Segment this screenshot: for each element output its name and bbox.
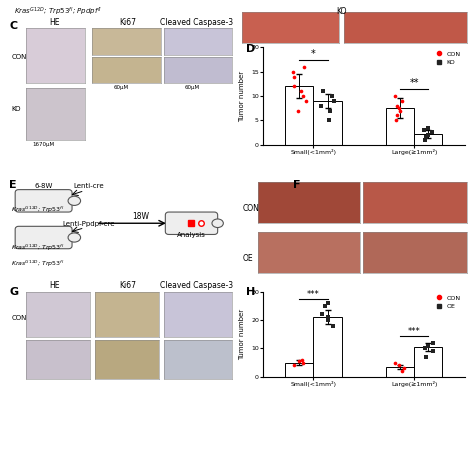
Text: 18W: 18W: [132, 212, 149, 221]
Ellipse shape: [68, 233, 81, 242]
Point: [324, 299, 331, 307]
Text: KO: KO: [336, 7, 346, 16]
FancyBboxPatch shape: [15, 226, 72, 249]
Point: [400, 365, 408, 372]
Text: Lenti-Ppdpf-cre: Lenti-Ppdpf-cre: [63, 221, 115, 228]
Point: [328, 92, 336, 100]
Text: H: H: [246, 287, 255, 297]
Point: [395, 362, 402, 369]
Text: KO: KO: [12, 106, 21, 112]
Text: ***: ***: [408, 327, 420, 336]
Point: [291, 73, 298, 81]
Point: [392, 117, 400, 124]
Point: [299, 359, 307, 366]
Text: Ki67: Ki67: [119, 18, 137, 27]
Text: G: G: [9, 287, 18, 297]
Y-axis label: Tumor number: Tumor number: [239, 71, 246, 121]
Point: [301, 63, 308, 71]
Point: [319, 87, 327, 95]
Point: [428, 128, 436, 136]
Point: [289, 68, 297, 75]
Point: [295, 357, 302, 365]
Ellipse shape: [212, 219, 223, 228]
Point: [317, 102, 325, 109]
Text: OE: OE: [243, 254, 253, 263]
Text: Cleaved Caspase-3: Cleaved Caspase-3: [160, 18, 233, 27]
Text: 60μM: 60μM: [113, 85, 128, 90]
Text: $Kras^{G12D}$; $Trp53^{fl}$: $Kras^{G12D}$; $Trp53^{fl}$: [10, 242, 64, 253]
Text: F: F: [293, 180, 301, 190]
Text: $Kras^{G12D}$; $Trp53^{fl}$: $Kras^{G12D}$; $Trp53^{fl}$: [10, 205, 64, 215]
Bar: [313, 101, 342, 145]
Bar: [313, 317, 342, 377]
Text: Ki67: Ki67: [119, 281, 137, 290]
Bar: [414, 347, 442, 377]
Point: [391, 92, 399, 100]
Text: C: C: [9, 21, 18, 31]
Point: [395, 104, 403, 112]
Text: $Kras^{G12D}$; $Trp53^{fl}$; $Ppdpf^{fl}$: $Kras^{G12D}$; $Trp53^{fl}$; $Ppdpf^{fl}…: [14, 6, 102, 18]
Text: 6-8W: 6-8W: [35, 182, 53, 189]
Ellipse shape: [68, 196, 81, 205]
Bar: [386, 367, 414, 377]
Point: [324, 313, 331, 321]
Text: 60μM: 60μM: [184, 85, 200, 90]
Point: [302, 97, 310, 105]
Point: [425, 124, 432, 131]
Point: [393, 102, 401, 109]
Legend: CON, KO: CON, KO: [432, 51, 461, 66]
Point: [329, 322, 337, 329]
Point: [297, 87, 304, 95]
Legend: CON, OE: CON, OE: [432, 295, 461, 310]
Point: [429, 339, 437, 346]
Point: [321, 302, 328, 310]
Text: CON: CON: [243, 204, 260, 213]
Point: [291, 362, 298, 369]
Text: Analysis: Analysis: [177, 231, 206, 237]
Point: [424, 342, 431, 349]
Point: [429, 347, 437, 355]
Text: E: E: [9, 180, 17, 190]
Bar: [414, 134, 442, 145]
Point: [319, 310, 326, 318]
Text: CON: CON: [12, 54, 27, 60]
Bar: [285, 86, 313, 145]
Point: [319, 87, 327, 95]
Text: 1670μM: 1670μM: [33, 142, 55, 146]
FancyBboxPatch shape: [165, 212, 218, 235]
Point: [393, 112, 401, 119]
Point: [421, 345, 428, 352]
Point: [299, 92, 306, 100]
Text: Lenti-cre: Lenti-cre: [74, 182, 104, 189]
Point: [294, 107, 301, 114]
Point: [424, 131, 431, 139]
Point: [298, 356, 306, 364]
Point: [397, 107, 404, 114]
Bar: [386, 108, 414, 145]
Bar: [285, 363, 313, 377]
Text: ***: ***: [307, 290, 320, 299]
Point: [399, 367, 406, 375]
Text: D: D: [246, 44, 255, 54]
Text: HE: HE: [49, 18, 60, 27]
Point: [421, 136, 429, 144]
Point: [422, 353, 429, 361]
Point: [423, 134, 430, 141]
Text: Cleaved Caspase-3: Cleaved Caspase-3: [160, 281, 233, 290]
Point: [330, 97, 338, 105]
Point: [291, 82, 298, 90]
Point: [324, 316, 332, 324]
Point: [391, 359, 399, 366]
Point: [398, 97, 405, 105]
Point: [327, 107, 334, 114]
Text: CON: CON: [12, 315, 27, 320]
Text: HE: HE: [49, 281, 60, 290]
Y-axis label: Tumor number: Tumor number: [239, 309, 246, 360]
Point: [420, 126, 428, 134]
Text: *: *: [311, 49, 316, 59]
FancyBboxPatch shape: [15, 190, 72, 212]
Text: $Kras^{G12D}$; $Trp53^{fl}$: $Kras^{G12D}$; $Trp53^{fl}$: [10, 259, 64, 269]
Point: [325, 117, 333, 124]
Text: **: **: [410, 78, 419, 88]
